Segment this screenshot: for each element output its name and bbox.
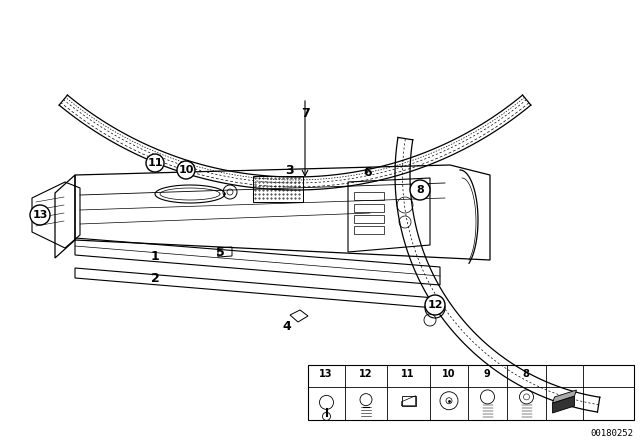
Circle shape: [410, 180, 430, 200]
Text: 9: 9: [484, 369, 490, 379]
Text: 13: 13: [32, 210, 48, 220]
Text: 8: 8: [416, 185, 424, 195]
Circle shape: [30, 205, 50, 225]
Bar: [308, 365, 634, 420]
Circle shape: [146, 154, 164, 172]
Text: 8: 8: [523, 369, 529, 379]
Circle shape: [425, 295, 445, 315]
Text: 6: 6: [364, 167, 372, 180]
Bar: [354, 204, 384, 212]
Text: 4: 4: [283, 319, 291, 332]
Text: 10: 10: [442, 369, 456, 379]
Text: 00180252: 00180252: [590, 429, 633, 438]
Bar: [354, 192, 384, 200]
Text: 10: 10: [179, 165, 194, 175]
Text: 5: 5: [216, 246, 225, 258]
Text: 2: 2: [150, 271, 159, 284]
Text: 7: 7: [301, 107, 309, 120]
Bar: [354, 226, 384, 234]
Circle shape: [177, 161, 195, 179]
Text: 12: 12: [359, 369, 372, 379]
Text: 3: 3: [285, 164, 294, 177]
Text: 12: 12: [428, 300, 443, 310]
Text: 13: 13: [319, 369, 333, 379]
Text: 11: 11: [147, 158, 163, 168]
Bar: [354, 215, 384, 223]
Text: 11: 11: [401, 369, 415, 379]
Polygon shape: [552, 390, 577, 403]
Text: 1: 1: [150, 250, 159, 263]
Polygon shape: [552, 396, 575, 413]
